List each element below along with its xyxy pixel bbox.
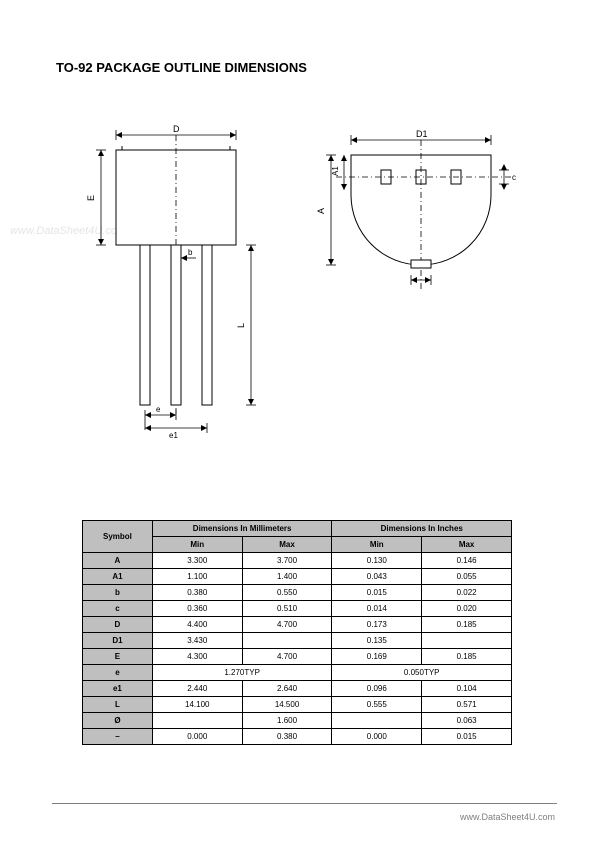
cell-symbol: A1 [83, 569, 153, 585]
cell-symbol: D1 [83, 633, 153, 649]
table-row: E4.3004.7000.1690.185 [83, 649, 512, 665]
label-e1: e1 [169, 431, 178, 440]
cell-in_min: 0.043 [332, 569, 422, 585]
footer-text: www.DataSheet4U.com [460, 812, 555, 822]
label-A1: A1 [331, 166, 340, 176]
label-L: L [236, 323, 246, 328]
cell-mm_min: 2.440 [152, 681, 242, 697]
cell-in_min: 0.014 [332, 601, 422, 617]
page-title: TO-92 PACKAGE OUTLINE DIMENSIONS [56, 60, 307, 75]
cell-in_max [422, 633, 512, 649]
header-in-min: Min [332, 537, 422, 553]
cell-mm_max: 1.600 [242, 713, 332, 729]
cell-symbol: D [83, 617, 153, 633]
table-row: b0.3800.5500.0150.022 [83, 585, 512, 601]
table-row: L14.10014.5000.5550.571 [83, 697, 512, 713]
cell-in_max: 0.015 [422, 729, 512, 745]
bottom-view-diagram: D1 A A1 c [316, 129, 516, 290]
cell-in_max: 0.020 [422, 601, 512, 617]
cell-in_max: 0.063 [422, 713, 512, 729]
front-view-diagram: D E b L [86, 124, 256, 440]
package-drawings: D E b L [56, 110, 539, 440]
cell-in_min: 0.555 [332, 697, 422, 713]
cell-mm_min: 1.100 [152, 569, 242, 585]
table-row: D4.4004.7000.1730.185 [83, 617, 512, 633]
cell-symbol: e [83, 665, 153, 681]
cell-mm-span: 1.270TYP [152, 665, 332, 681]
cell-symbol: Ø [83, 713, 153, 729]
header-in-max: Max [422, 537, 512, 553]
cell-mm_max: 1.400 [242, 569, 332, 585]
cell-mm_max: 4.700 [242, 649, 332, 665]
header-mm-max: Max [242, 537, 332, 553]
cell-mm_max [242, 633, 332, 649]
label-c: c [512, 173, 516, 182]
cell-symbol: b [83, 585, 153, 601]
cell-mm_max: 14.500 [242, 697, 332, 713]
cell-in_min: 0.130 [332, 553, 422, 569]
table-row: D13.430 0.135 [83, 633, 512, 649]
cell-mm_max: 3.700 [242, 553, 332, 569]
cell-mm_min: 0.000 [152, 729, 242, 745]
cell-symbol: e1 [83, 681, 153, 697]
cell-in_max: 0.185 [422, 649, 512, 665]
label-E: E [86, 195, 96, 201]
footer-divider [52, 803, 557, 804]
cell-symbol: E [83, 649, 153, 665]
cell-mm_min: 14.100 [152, 697, 242, 713]
cell-in-span: 0.050TYP [332, 665, 512, 681]
cell-in_min: 0.135 [332, 633, 422, 649]
cell-in_max: 0.146 [422, 553, 512, 569]
table-row: c0.3600.5100.0140.020 [83, 601, 512, 617]
cell-in_min: 0.015 [332, 585, 422, 601]
cell-mm_min: 3.430 [152, 633, 242, 649]
cell-symbol: – [83, 729, 153, 745]
cell-in_max: 0.571 [422, 697, 512, 713]
cell-symbol: L [83, 697, 153, 713]
cell-in_max: 0.022 [422, 585, 512, 601]
label-b: b [188, 248, 193, 257]
table-row: –0.0000.3800.0000.015 [83, 729, 512, 745]
dimensions-table: Symbol Dimensions In Millimeters Dimensi… [82, 520, 512, 745]
cell-in_min: 0.096 [332, 681, 422, 697]
label-D1: D1 [416, 129, 428, 139]
label-e: e [156, 405, 161, 414]
cell-in_min: 0.169 [332, 649, 422, 665]
cell-in_min: 0.000 [332, 729, 422, 745]
cell-in_max: 0.055 [422, 569, 512, 585]
header-mm-min: Min [152, 537, 242, 553]
cell-mm_min: 0.380 [152, 585, 242, 601]
cell-in_min: 0.173 [332, 617, 422, 633]
cell-mm_min: 0.360 [152, 601, 242, 617]
cell-mm_max: 2.640 [242, 681, 332, 697]
cell-symbol: A [83, 553, 153, 569]
cell-mm_min: 3.300 [152, 553, 242, 569]
cell-mm_min: 4.400 [152, 617, 242, 633]
cell-mm_min: 4.300 [152, 649, 242, 665]
header-in: Dimensions In Inches [332, 521, 512, 537]
cell-mm_max: 0.380 [242, 729, 332, 745]
table-row: A11.1001.4000.0430.055 [83, 569, 512, 585]
table-row: e1.270TYP0.050TYP [83, 665, 512, 681]
table-header-row: Symbol Dimensions In Millimeters Dimensi… [83, 521, 512, 537]
cell-in_max: 0.185 [422, 617, 512, 633]
table-row: e12.4402.6400.0960.104 [83, 681, 512, 697]
table-row: Ø 1.600 0.063 [83, 713, 512, 729]
header-mm: Dimensions In Millimeters [152, 521, 332, 537]
label-A: A [316, 208, 326, 214]
cell-mm_max: 0.510 [242, 601, 332, 617]
cell-in_min [332, 713, 422, 729]
header-symbol: Symbol [83, 521, 153, 553]
cell-mm_min [152, 713, 242, 729]
label-D: D [173, 124, 180, 134]
cell-mm_max: 4.700 [242, 617, 332, 633]
cell-in_max: 0.104 [422, 681, 512, 697]
cell-symbol: c [83, 601, 153, 617]
table-row: A3.3003.7000.1300.146 [83, 553, 512, 569]
cell-mm_max: 0.550 [242, 585, 332, 601]
